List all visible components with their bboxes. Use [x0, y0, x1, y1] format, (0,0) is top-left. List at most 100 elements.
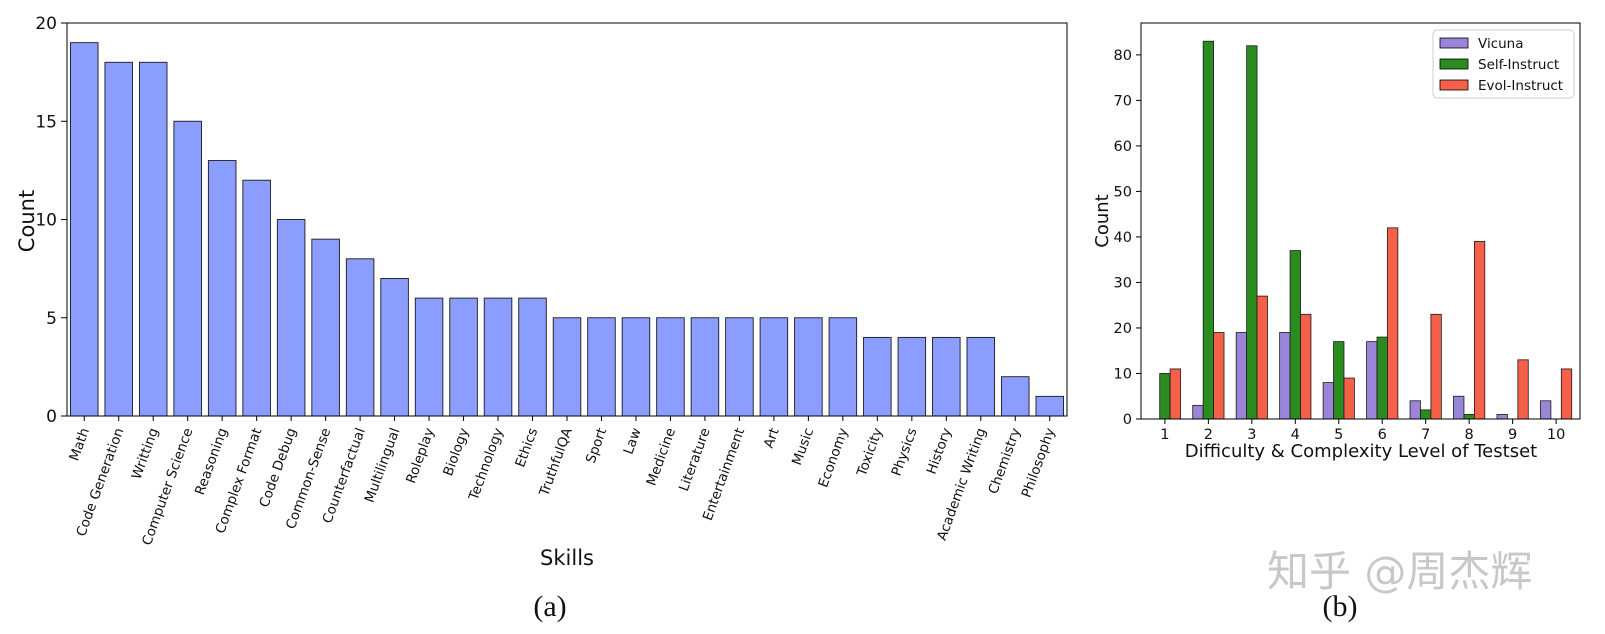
bar-evol-instruct-1	[1169, 368, 1181, 420]
bar-vicuna-7	[1409, 400, 1421, 420]
bar-self-instruct-6	[1376, 336, 1388, 420]
bar-self-instruct-5	[1333, 341, 1345, 420]
bar-code-debug	[276, 219, 306, 417]
bar-self-instruct-2	[1202, 40, 1214, 420]
bar-self-instruct-1	[1159, 373, 1171, 420]
legend-entry-self-instruct: Self-Instruct	[1439, 57, 1559, 73]
x-tick-label-7: 7	[1421, 427, 1430, 443]
x-tick-label-truthfulqa: TruthfulQA	[536, 425, 576, 499]
bar-self-instruct-8	[1463, 414, 1475, 420]
bar-roleplay	[414, 297, 444, 417]
bar-evol-instruct-2	[1213, 332, 1225, 420]
x-tick-label-roleplay: Roleplay	[403, 426, 438, 486]
bar-history	[932, 336, 961, 417]
x-tick-label-reasoning: Reasoning	[192, 426, 231, 497]
bar-complex-format	[242, 179, 271, 417]
legend-swatch-self-instruct	[1439, 58, 1469, 70]
y-tick-label: 10	[35, 211, 57, 231]
bar-vicuna-10	[1540, 400, 1552, 420]
y-axis-ticks-b: 0 10 20 30 40 50 60 70 80	[1114, 48, 1141, 428]
y-axis-label-a: Count	[15, 190, 39, 252]
bar-vicuna-2	[1192, 404, 1204, 420]
x-tick-label-10: 10	[1547, 427, 1565, 443]
y-tick-label: 0	[46, 407, 57, 427]
x-tick-label-history: History	[924, 426, 955, 477]
x-tick-label-music: Music	[789, 426, 817, 468]
x-tick-label-economy: Economy	[815, 426, 851, 490]
legend-b: Vicuna Self-Instruct Evol-Instruct	[1432, 29, 1575, 99]
bar-vicuna-9	[1496, 414, 1508, 420]
legend-swatch-vicuna	[1439, 37, 1469, 49]
bar-self-instruct-7	[1420, 409, 1432, 420]
bar-math	[69, 42, 99, 417]
difficulty-bars	[1159, 40, 1573, 420]
bar-evol-instruct-9	[1517, 359, 1529, 420]
x-tick-label-8: 8	[1465, 427, 1474, 443]
x-tick-label-medicine: Medicine	[643, 426, 679, 488]
bar-self-instruct-3	[1246, 45, 1258, 420]
x-tick-label-1: 1	[1160, 427, 1169, 443]
bar-evol-instruct-8	[1473, 241, 1486, 420]
bar-toxicity	[863, 336, 892, 417]
legend-label-self-instruct: Self-Instruct	[1478, 57, 1559, 73]
legend-label-vicuna: Vicuna	[1478, 36, 1524, 52]
x-tick-label-physics: Physics	[888, 426, 920, 478]
x-tick-label-biology: Biology	[440, 426, 472, 478]
x-tick-label-technology: Technology	[466, 426, 507, 503]
x-tick-label-3: 3	[1247, 427, 1256, 443]
x-tick-label-4: 4	[1291, 427, 1300, 443]
caption-b: (b)	[1323, 590, 1358, 623]
bar-vicuna-6	[1366, 341, 1378, 420]
bar-counterfactual	[345, 258, 375, 417]
y-tick-label: 10	[1114, 366, 1132, 382]
bar-sport	[587, 317, 616, 417]
x-tick-label-6: 6	[1378, 427, 1387, 443]
caption-a: (a)	[533, 590, 566, 623]
bar-literature	[690, 317, 720, 417]
bar-evol-instruct-5	[1343, 377, 1355, 420]
x-axis-label-a: Skills	[540, 546, 594, 570]
y-tick-label: 30	[1114, 275, 1132, 291]
legend-entry-evol-instruct: Evol-Instruct	[1439, 78, 1563, 94]
bar-vicuna-4	[1279, 332, 1291, 420]
x-tick-label-law: Law	[621, 426, 645, 457]
bar-entertainment	[725, 317, 754, 417]
plot-frame-b	[1140, 22, 1581, 420]
y-tick-label: 15	[35, 112, 57, 132]
x-tick-label-writting: Writting	[129, 426, 162, 482]
y-tick-label: 50	[1114, 184, 1132, 200]
bar-evol-instruct-7	[1430, 313, 1442, 420]
y-tick-label: 20	[1114, 321, 1132, 337]
bar-academic-writing	[966, 336, 996, 417]
bar-art	[759, 317, 789, 417]
bar-common-sense	[311, 238, 340, 417]
bar-physics	[897, 336, 927, 417]
bar-ethics	[518, 297, 547, 417]
bar-evol-instruct-6	[1387, 227, 1399, 420]
y-tick-label: 80	[1114, 48, 1132, 64]
legend-entry-vicuna: Vicuna	[1439, 36, 1524, 52]
legend-swatch-evol-instruct	[1439, 79, 1469, 91]
bar-multilingual	[380, 278, 409, 417]
x-axis-ticks-b: 1 2 3 4 5 6 7 8 9 10	[1160, 419, 1565, 443]
bar-evol-instruct-3	[1256, 295, 1268, 420]
bar-computer-science	[173, 120, 202, 417]
x-tick-label-multilingual: Multilingual	[362, 426, 404, 505]
bar-vicuna-5	[1322, 382, 1334, 420]
y-tick-label: 5	[46, 309, 57, 329]
bar-music	[794, 317, 823, 417]
skills-bars	[69, 42, 1065, 417]
bar-technology	[483, 297, 513, 417]
bar-code-generation	[104, 61, 133, 417]
y-axis-ticks-a: 0 5 10 15 20	[35, 14, 67, 427]
bar-economy	[828, 317, 858, 417]
bar-vicuna-3	[1235, 332, 1248, 420]
watermark: 知乎 @周杰辉	[1267, 547, 1532, 596]
x-tick-label-2: 2	[1204, 427, 1213, 443]
x-tick-label-philosophy: Philosophy	[1019, 426, 1059, 500]
legend-label-evol-instruct: Evol-Instruct	[1478, 78, 1563, 94]
bar-evol-instruct-4	[1300, 313, 1312, 420]
